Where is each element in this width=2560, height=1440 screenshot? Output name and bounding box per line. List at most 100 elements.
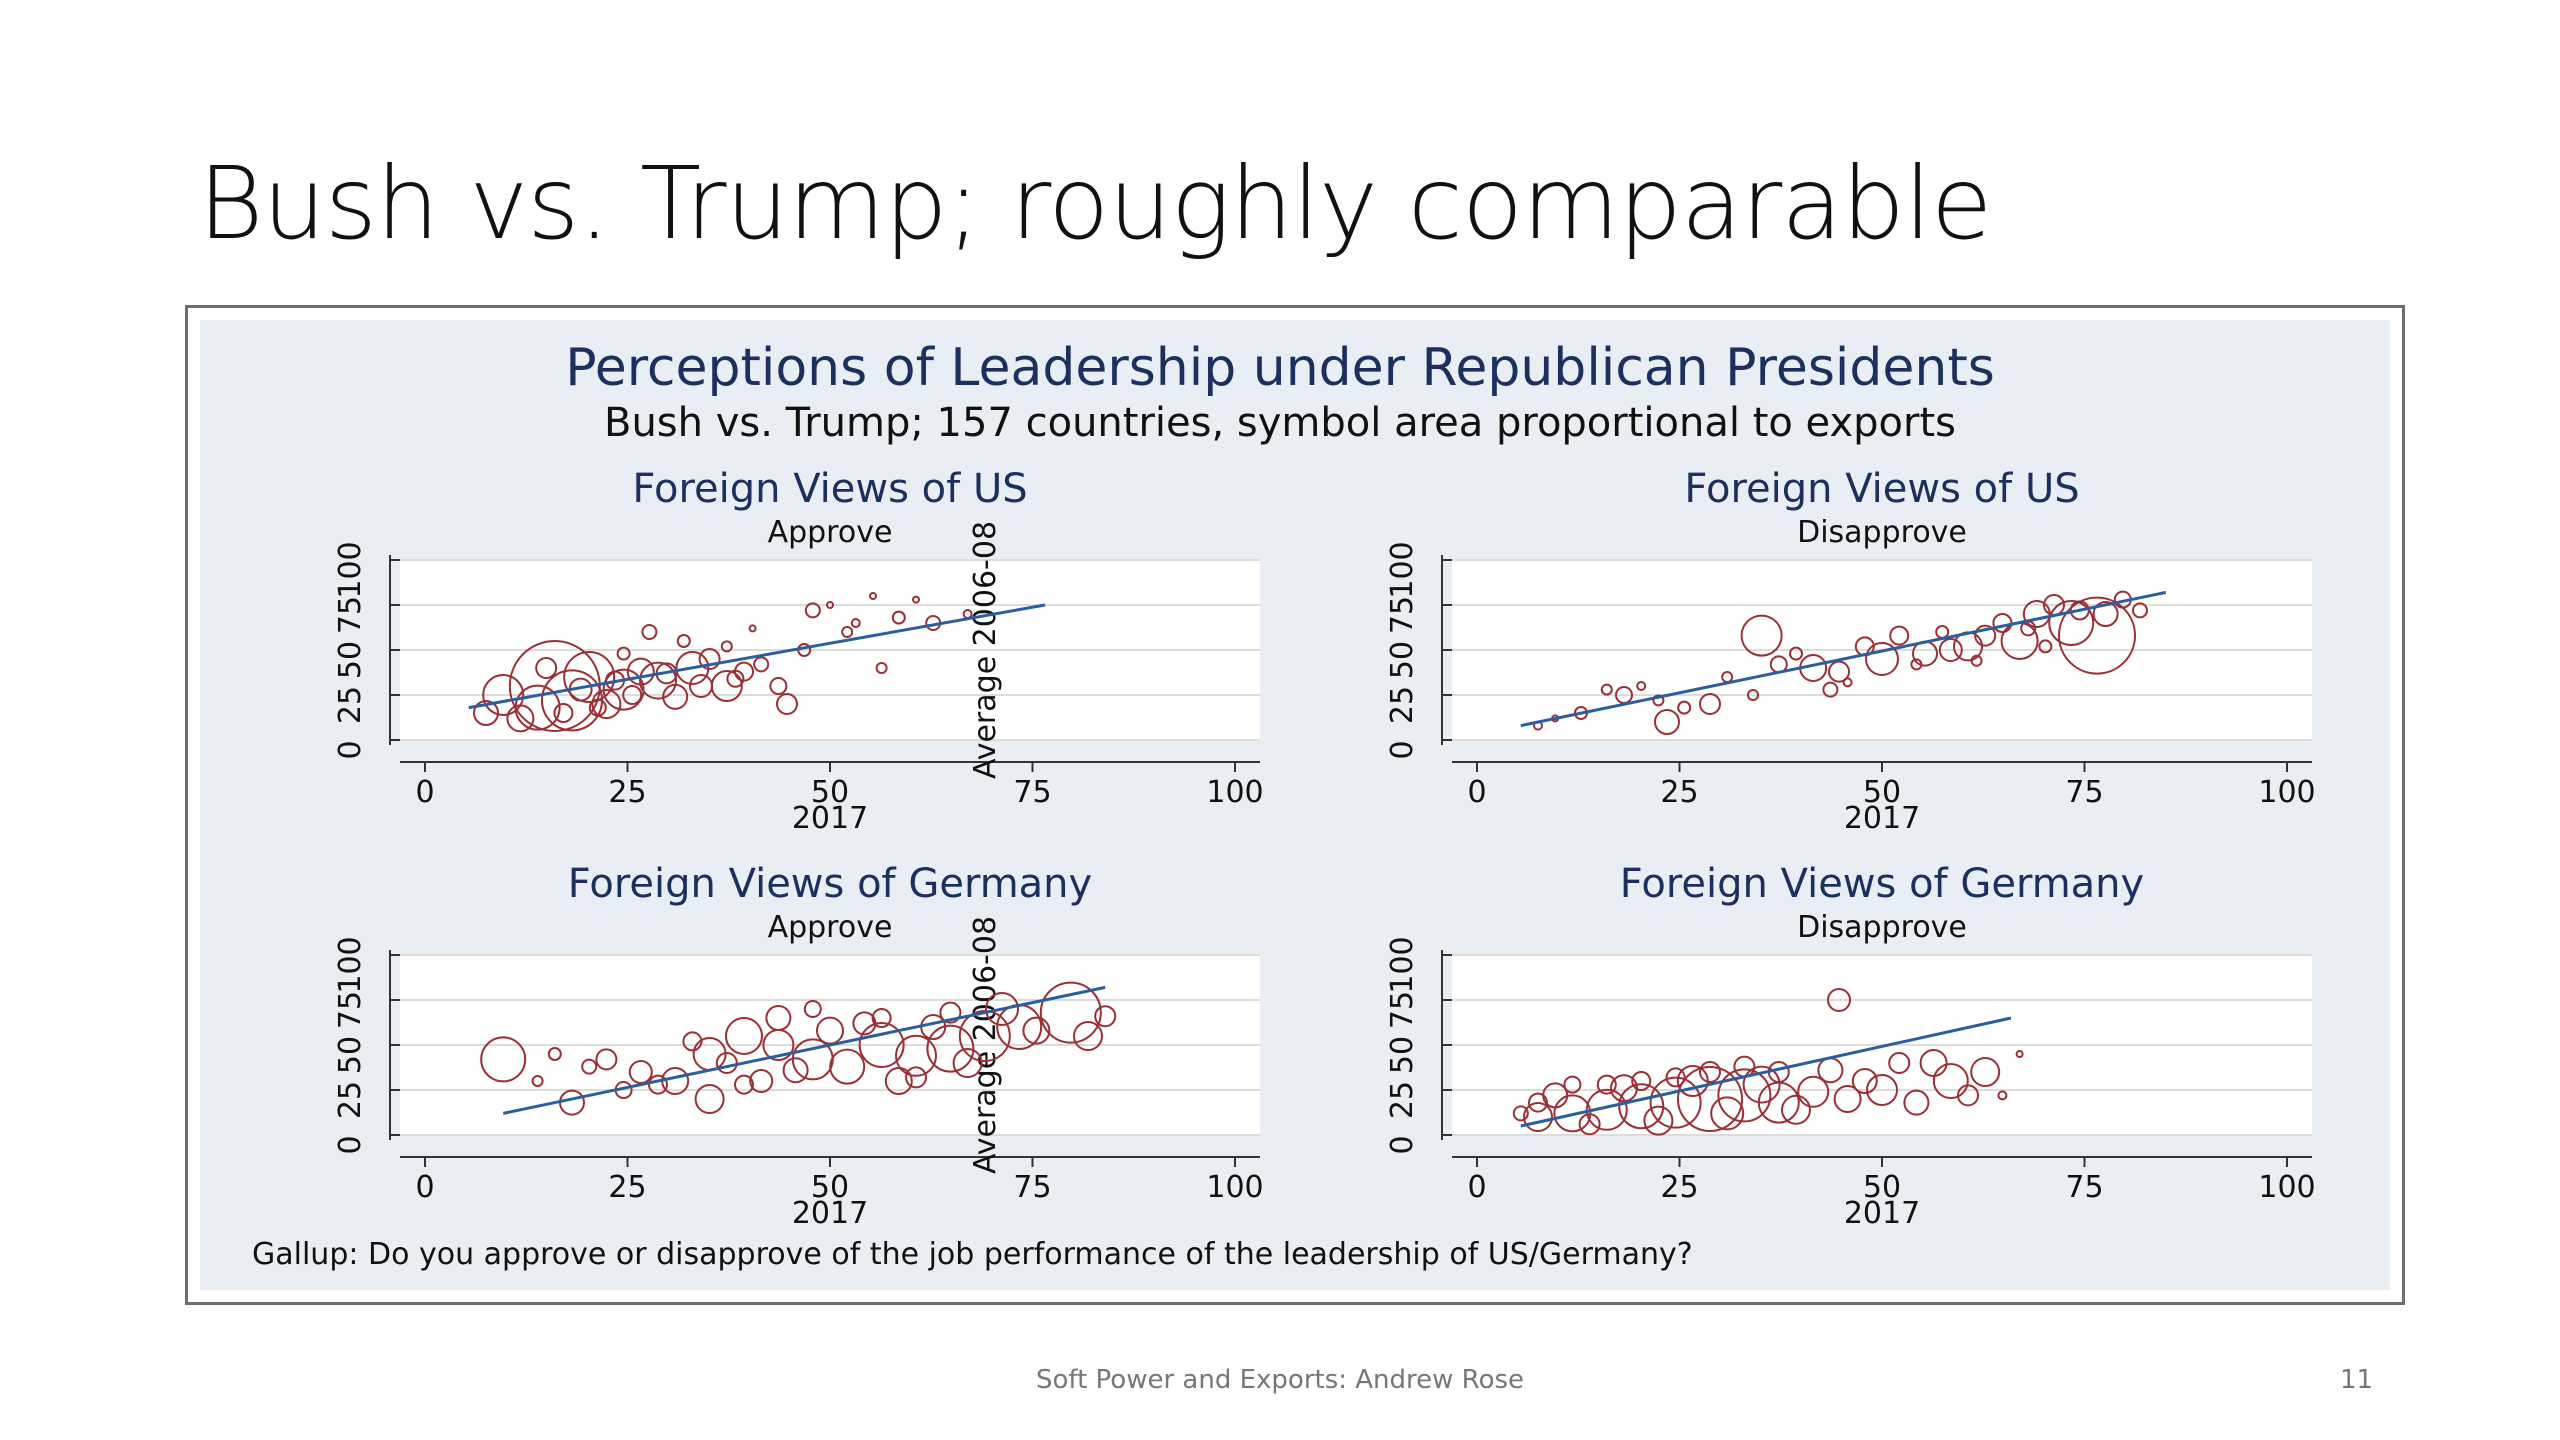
scatter-point [952, 1048, 983, 1078]
y-tick-label: 100 [333, 936, 368, 993]
scatter-point [1039, 981, 1102, 1044]
scatter-point [480, 1036, 527, 1083]
scatter-point [1563, 1075, 1582, 1094]
scatter-point [563, 651, 616, 703]
scatter-point [1512, 1105, 1529, 1122]
scatter-point [553, 703, 574, 723]
figure-note: Gallup: Do you approve or disapprove of … [252, 1237, 1693, 1272]
scatter-point [535, 657, 558, 679]
scatter-point [1022, 1016, 1051, 1045]
scatter-point [648, 1074, 668, 1095]
scatter-point [676, 634, 691, 648]
scatter-point [639, 661, 677, 700]
scatter-point [506, 704, 535, 733]
scatter-point [985, 992, 1019, 1026]
scatter-point [1523, 1102, 1553, 1132]
scatter-point [782, 1057, 809, 1084]
scatter-point [1618, 1083, 1665, 1130]
x-tick-label: 75 [1013, 775, 1051, 810]
scatter-point [720, 640, 733, 653]
scatter-point [1865, 642, 1899, 676]
slide-title: Bush vs. Trump; roughly comparable [198, 145, 1992, 262]
scatter-point [662, 683, 689, 710]
x-tick-label: 50 [811, 1170, 849, 1205]
scatter-point [1932, 1063, 1969, 1099]
scatter-point [689, 674, 713, 698]
scatter-point [1073, 1021, 1103, 1051]
scatter-point [1889, 625, 1910, 646]
x-tick-label: 75 [1013, 1170, 1051, 1205]
scatter-point [1643, 1105, 1674, 1136]
scatter-point [1833, 1085, 1862, 1113]
scatter-point [841, 626, 854, 638]
fit-line [1520, 590, 2167, 728]
scatter-point [581, 1058, 598, 1075]
scatter-point [895, 1034, 937, 1077]
x-tick-label: 50 [1863, 1170, 1901, 1205]
fit-line [1520, 1016, 2012, 1128]
scatter-point [547, 1047, 562, 1061]
scatter-point [769, 677, 788, 695]
figure-title: Perceptions of Leadership under Republic… [565, 338, 1995, 398]
x-tick-label: 100 [1206, 775, 1263, 810]
scatter-point [891, 610, 906, 625]
fit-line [468, 603, 1046, 710]
scatter-point [829, 1048, 866, 1085]
scatter-point [616, 646, 631, 661]
scatter-point [482, 674, 525, 716]
scatter-point [725, 1017, 763, 1055]
x-tick-label: 0 [1467, 775, 1486, 810]
scatter-point [595, 1048, 618, 1071]
scatter-point [698, 648, 721, 670]
scatter-point [884, 1067, 913, 1095]
scatter-point [2015, 1050, 2024, 1058]
scatter-point [2132, 602, 2148, 619]
scatter-point [858, 1022, 905, 1068]
scatter-point [1631, 1071, 1652, 1091]
scatter-point [1919, 1049, 1948, 1077]
x-tick-label: 100 [2258, 775, 2315, 810]
scatter-point [1740, 614, 1783, 657]
panel-title: Foreign Views of US [1684, 466, 2079, 512]
y-tick-label: 75 [333, 596, 368, 634]
y-tick-label: 25 [1385, 686, 1420, 724]
scatter-point [1888, 1052, 1911, 1074]
x-tick-label: 0 [1467, 1170, 1486, 1205]
y-tick-label: 25 [333, 686, 368, 724]
scatter-point [1974, 624, 1997, 647]
scatter-point [1677, 1066, 1743, 1132]
x-axis-label: 2017 [1844, 1196, 1920, 1231]
scatter-point [1781, 1094, 1811, 1125]
x-axis-label: 2017 [792, 801, 868, 836]
scatter-point [869, 592, 877, 600]
scatter-point [473, 700, 499, 726]
scatter-point [641, 624, 658, 640]
scatter-point [1717, 1068, 1772, 1123]
scatter-point [749, 1069, 774, 1093]
scatter-point [1649, 1076, 1702, 1129]
panel-title: Foreign Views of US [632, 466, 1027, 512]
panel-subtitle: Disapprove [1797, 515, 1967, 550]
y-tick-label: 0 [333, 1135, 368, 1154]
x-tick-label: 0 [415, 775, 434, 810]
x-tick-label: 50 [1863, 775, 1901, 810]
scatter-point [1789, 646, 1803, 661]
y-axis-label: Average 2006-08 [968, 521, 1003, 779]
scatter-point [912, 595, 920, 604]
scatter-point [734, 1074, 754, 1095]
figure-subtitle: Bush vs. Trump; 157 countries, symbol ar… [604, 400, 1956, 446]
scatter-point [1094, 1005, 1117, 1028]
scatter-point [531, 1075, 544, 1087]
scatter-point [1742, 1065, 1781, 1104]
x-tick-label: 0 [415, 1170, 434, 1205]
y-tick-label: 50 [333, 641, 368, 679]
scatter-point [1636, 681, 1647, 691]
scatter-point [591, 689, 622, 719]
scatter-point [753, 656, 770, 673]
scatter-point [939, 1001, 962, 1024]
y-tick-label: 100 [333, 541, 368, 598]
x-tick-label: 25 [608, 1170, 646, 1205]
scatter-point [1596, 1074, 1617, 1095]
y-tick-label: 0 [1385, 1135, 1420, 1154]
